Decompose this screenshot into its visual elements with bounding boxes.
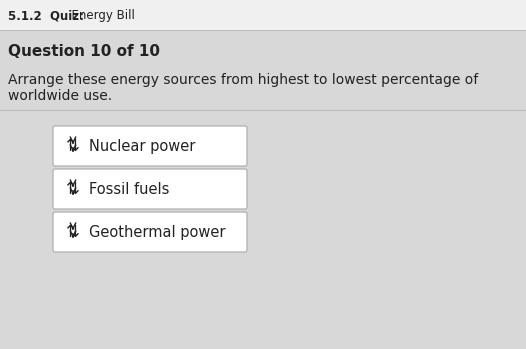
Text: worldwide use.: worldwide use. [8, 89, 112, 103]
FancyBboxPatch shape [53, 126, 247, 166]
Text: Arrange these energy sources from highest to lowest percentage of: Arrange these energy sources from highes… [8, 73, 478, 87]
Text: ⇅: ⇅ [66, 223, 80, 241]
FancyBboxPatch shape [53, 169, 247, 209]
Text: ⇅: ⇅ [66, 137, 80, 155]
Text: Geothermal power: Geothermal power [89, 224, 226, 239]
Text: Nuclear power: Nuclear power [89, 139, 195, 154]
FancyBboxPatch shape [53, 212, 247, 252]
Text: ⇅: ⇅ [66, 180, 80, 198]
Text: Fossil fuels: Fossil fuels [89, 181, 169, 196]
Text: 5.1.2  Quiz:: 5.1.2 Quiz: [8, 9, 84, 22]
Text: Energy Bill: Energy Bill [64, 9, 135, 22]
FancyBboxPatch shape [0, 0, 526, 30]
Text: Question 10 of 10: Question 10 of 10 [8, 45, 160, 59]
